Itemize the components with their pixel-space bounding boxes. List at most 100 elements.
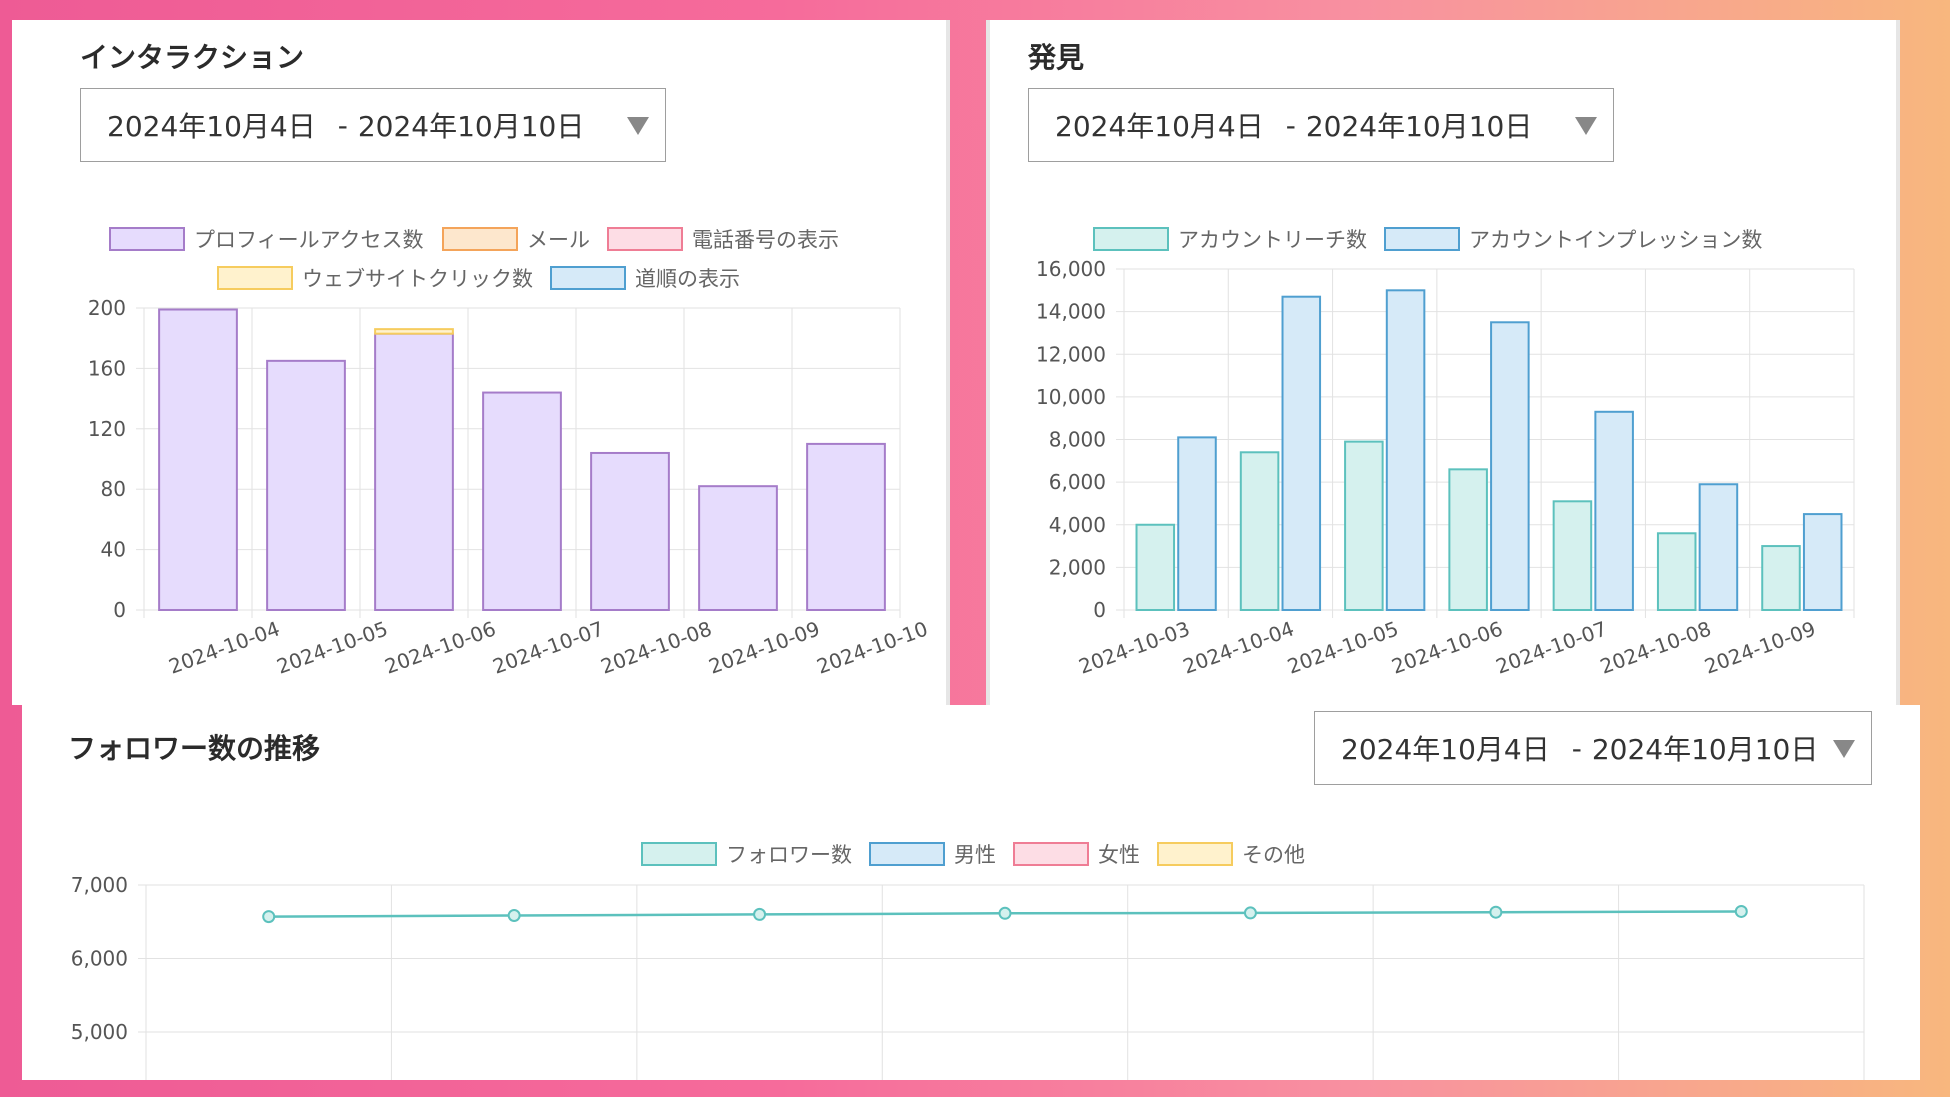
legend-swatch <box>1384 227 1460 251</box>
y-tick-label: 10,000 <box>1036 385 1106 409</box>
chevron-down-icon <box>1575 117 1597 135</box>
date-to: 2024年10月10日 <box>357 110 585 143</box>
x-tick-label: 2024-10-05 <box>1284 616 1401 678</box>
y-tick-label: 4,000 <box>1049 513 1106 537</box>
y-tick-label: 5,000 <box>71 1020 128 1044</box>
legend-swatch <box>442 227 518 251</box>
bar <box>374 332 454 611</box>
legend-swatch <box>607 227 683 251</box>
discovery-panel: 発見 2024年10月4日 - 2024年10月10日 アカウントリーチ数 アカウ… <box>986 20 1900 705</box>
x-tick-label: 2024-10-04 <box>1180 616 1297 678</box>
y-tick-label: 0 <box>113 598 126 622</box>
bar <box>806 442 886 611</box>
y-tick-label: 6,000 <box>1049 470 1106 494</box>
date-separator: - <box>1571 731 1582 765</box>
x-tick-label: 2024-10-10 <box>814 616 931 678</box>
x-tick-label: 2024-10-04 <box>166 616 283 678</box>
legend-swatch <box>217 266 293 290</box>
bar <box>1698 483 1739 612</box>
bar <box>590 451 670 611</box>
data-point <box>507 909 521 923</box>
bar <box>266 359 346 611</box>
bar <box>1239 451 1280 611</box>
legend-label: メール <box>527 228 590 252</box>
legend-label: フォロワー数 <box>726 843 852 867</box>
x-tick-label: 2024-10-05 <box>274 616 391 678</box>
y-tick-label: 160 <box>88 356 126 380</box>
y-tick-label: 40 <box>101 538 126 562</box>
legend-label: プロフィールアクセス数 <box>194 228 424 252</box>
interaction-date-range-select[interactable]: 2024年10月4日 - 2024年10月10日 <box>80 88 666 162</box>
bar <box>1448 468 1488 611</box>
bar <box>1761 545 1801 611</box>
date-from: 2024年10月4日 <box>107 110 316 143</box>
y-tick-label: 8,000 <box>1049 428 1106 452</box>
date-separator: - <box>1285 108 1296 142</box>
data-point <box>998 906 1012 920</box>
legend-swatch <box>641 842 717 866</box>
date-separator: - <box>337 108 348 142</box>
data-point <box>1243 906 1257 920</box>
legend-label: その他 <box>1242 843 1305 867</box>
bar <box>158 308 238 611</box>
x-tick-label: 2024-10-08 <box>598 616 715 678</box>
data-point <box>1734 904 1748 918</box>
legend-label: ウェブサイトクリック数 <box>302 267 533 291</box>
interaction-panel: インタラクション 2024年10月4日 - 2024年10月10日 プロフィール… <box>12 20 950 705</box>
chevron-down-icon <box>1833 740 1855 758</box>
date-from: 2024年10月4日 <box>1055 110 1264 143</box>
followers-date-range-select[interactable]: 2024年10月4日 - 2024年10月10日 <box>1314 711 1872 785</box>
y-tick-label: 16,000 <box>1036 257 1106 281</box>
legend-label: アカウントリーチ数 <box>1178 228 1367 252</box>
followers-panel: フォロワー数の推移 2024年10月4日 - 2024年10月10日 フォロワー… <box>22 705 1920 1080</box>
bar <box>1135 523 1176 611</box>
bar <box>482 391 562 611</box>
legend-label: アカウントインプレッション数 <box>1469 228 1762 252</box>
y-tick-label: 7,000 <box>71 873 128 897</box>
interaction-title: インタラクション <box>80 41 305 74</box>
x-tick-label: 2024-10-07 <box>490 616 607 678</box>
y-tick-label: 12,000 <box>1036 342 1106 366</box>
bar <box>1552 500 1593 611</box>
y-tick-label: 2,000 <box>1049 555 1106 579</box>
legend-label: 女性 <box>1098 843 1140 867</box>
discovery-date-range-select[interactable]: 2024年10月4日 - 2024年10月10日 <box>1028 88 1614 162</box>
legend-label: 道順の表示 <box>635 267 740 291</box>
x-tick-label: 2024-10-06 <box>382 616 499 678</box>
followers-title: フォロワー数の推移 <box>68 732 321 765</box>
x-tick-label: 2024-10-07 <box>1493 616 1610 678</box>
data-point <box>262 910 276 924</box>
y-tick-label: 80 <box>101 477 126 501</box>
legend-swatch <box>1157 842 1233 866</box>
bar <box>1385 289 1426 611</box>
y-tick-label: 6,000 <box>71 947 128 971</box>
bar <box>1594 410 1634 612</box>
y-tick-label: 0 <box>1093 598 1106 622</box>
legend-swatch <box>109 227 185 251</box>
date-from: 2024年10月4日 <box>1341 733 1550 766</box>
y-tick-label: 200 <box>88 296 126 320</box>
legend-swatch <box>550 266 626 290</box>
discovery-title: 発見 <box>1028 41 1085 74</box>
x-tick-label: 2024-10-06 <box>1388 616 1505 678</box>
bar <box>1177 436 1217 611</box>
y-tick-label: 14,000 <box>1036 300 1106 324</box>
followers-chart: フォロワー数 男性 女性 その他 7,000 6,000 5,000 <box>71 842 1865 1080</box>
bar <box>1281 295 1322 611</box>
bar <box>1802 513 1843 611</box>
bar <box>1490 321 1530 611</box>
legend-label: 電話番号の表示 <box>692 228 839 252</box>
data-point <box>1489 905 1503 919</box>
data-point <box>753 907 767 921</box>
y-tick-label: 120 <box>88 417 126 441</box>
legend-label: 男性 <box>954 843 996 867</box>
chevron-down-icon <box>627 117 649 135</box>
x-tick-label: 2024-10-08 <box>1597 616 1714 678</box>
x-tick-label: 2024-10-09 <box>1701 616 1818 678</box>
bar <box>1344 440 1384 611</box>
bar <box>374 328 454 335</box>
date-to: 2024年10月10日 <box>1305 110 1533 143</box>
legend-swatch <box>1093 227 1169 251</box>
x-tick-label: 2024-10-03 <box>1076 616 1193 678</box>
